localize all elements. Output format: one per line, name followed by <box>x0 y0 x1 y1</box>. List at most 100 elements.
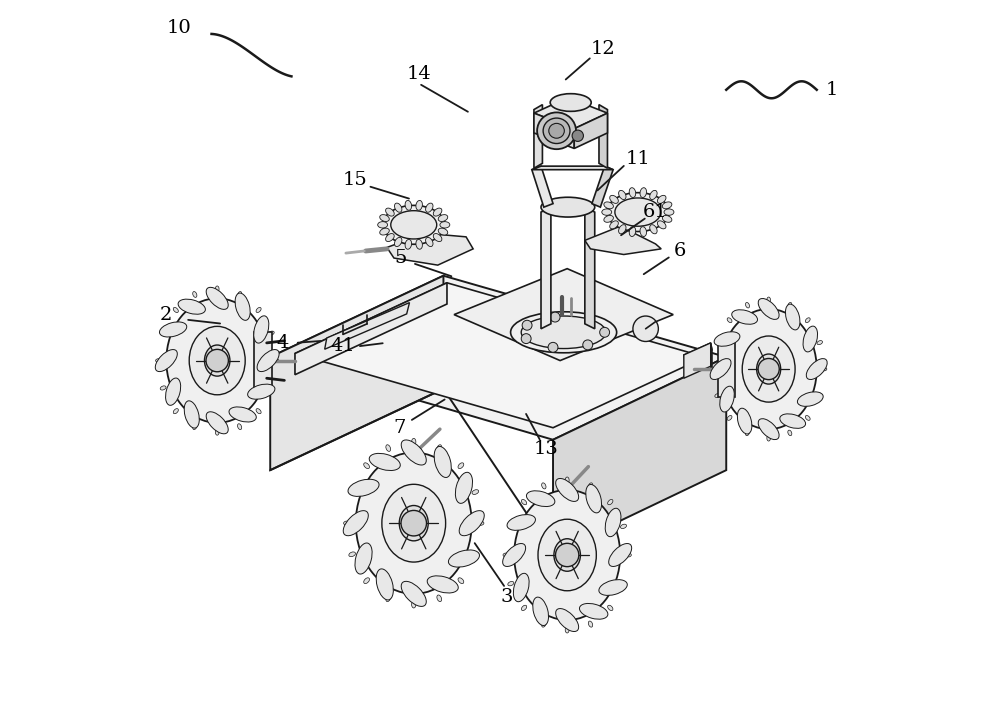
Ellipse shape <box>378 222 388 228</box>
Ellipse shape <box>348 479 379 496</box>
Polygon shape <box>534 105 542 168</box>
Ellipse shape <box>526 491 555 506</box>
Polygon shape <box>585 226 661 255</box>
Circle shape <box>584 315 594 325</box>
Ellipse shape <box>507 515 535 530</box>
Polygon shape <box>599 105 607 168</box>
Ellipse shape <box>542 483 546 489</box>
Ellipse shape <box>412 438 416 445</box>
Ellipse shape <box>541 197 595 217</box>
Ellipse shape <box>806 358 827 380</box>
Ellipse shape <box>588 621 593 627</box>
Ellipse shape <box>805 317 810 322</box>
Ellipse shape <box>513 573 529 602</box>
Ellipse shape <box>173 409 178 414</box>
Ellipse shape <box>767 436 770 441</box>
Ellipse shape <box>710 358 731 380</box>
Text: 14: 14 <box>406 65 431 83</box>
Ellipse shape <box>508 581 514 586</box>
Polygon shape <box>270 276 726 440</box>
Ellipse shape <box>364 578 369 583</box>
Ellipse shape <box>356 452 472 594</box>
Circle shape <box>401 510 427 536</box>
Ellipse shape <box>662 202 672 209</box>
Polygon shape <box>541 207 551 329</box>
Circle shape <box>522 320 532 330</box>
Ellipse shape <box>459 510 484 536</box>
Ellipse shape <box>369 453 400 471</box>
Ellipse shape <box>657 221 666 229</box>
Ellipse shape <box>521 499 527 505</box>
Ellipse shape <box>427 575 458 593</box>
Ellipse shape <box>727 416 732 421</box>
Circle shape <box>521 334 531 344</box>
Ellipse shape <box>433 233 442 242</box>
Ellipse shape <box>391 211 437 239</box>
Ellipse shape <box>715 394 720 397</box>
Ellipse shape <box>550 93 591 111</box>
Ellipse shape <box>785 304 800 330</box>
Ellipse shape <box>416 240 422 250</box>
Text: 61: 61 <box>643 203 668 221</box>
Ellipse shape <box>629 227 636 237</box>
Ellipse shape <box>215 286 219 292</box>
Ellipse shape <box>434 446 451 477</box>
Ellipse shape <box>349 490 355 494</box>
Ellipse shape <box>609 544 632 566</box>
Polygon shape <box>574 113 607 148</box>
Ellipse shape <box>579 604 608 619</box>
Polygon shape <box>711 343 712 373</box>
Ellipse shape <box>503 544 526 566</box>
Ellipse shape <box>204 345 230 376</box>
Ellipse shape <box>376 569 393 600</box>
Ellipse shape <box>438 228 448 235</box>
Ellipse shape <box>746 303 750 308</box>
Text: 6: 6 <box>674 242 686 260</box>
Ellipse shape <box>599 580 627 595</box>
Text: 11: 11 <box>625 150 650 168</box>
Ellipse shape <box>349 552 355 556</box>
Ellipse shape <box>511 312 617 353</box>
Ellipse shape <box>448 550 479 567</box>
Ellipse shape <box>380 215 389 221</box>
Ellipse shape <box>401 581 426 607</box>
Ellipse shape <box>605 508 621 537</box>
Ellipse shape <box>788 430 792 436</box>
Ellipse shape <box>173 308 178 312</box>
Ellipse shape <box>817 394 822 397</box>
Ellipse shape <box>458 463 464 469</box>
Ellipse shape <box>477 521 484 525</box>
Ellipse shape <box>206 287 228 310</box>
Ellipse shape <box>657 195 666 204</box>
Ellipse shape <box>160 331 166 335</box>
Polygon shape <box>684 343 711 378</box>
Ellipse shape <box>538 519 596 591</box>
Polygon shape <box>254 332 272 389</box>
Ellipse shape <box>664 209 674 215</box>
Ellipse shape <box>727 317 732 322</box>
Ellipse shape <box>159 322 187 337</box>
Ellipse shape <box>554 539 580 571</box>
Ellipse shape <box>533 597 549 626</box>
Polygon shape <box>454 269 673 361</box>
Ellipse shape <box>437 445 442 451</box>
Ellipse shape <box>586 484 602 513</box>
Ellipse shape <box>215 429 219 436</box>
Ellipse shape <box>426 203 433 212</box>
Circle shape <box>548 342 558 352</box>
Ellipse shape <box>737 408 752 434</box>
Ellipse shape <box>732 310 758 325</box>
Ellipse shape <box>364 463 369 469</box>
Polygon shape <box>592 166 613 207</box>
Ellipse shape <box>440 222 450 228</box>
Ellipse shape <box>556 479 579 501</box>
Polygon shape <box>270 276 443 470</box>
Ellipse shape <box>399 506 428 541</box>
Ellipse shape <box>426 238 433 247</box>
Polygon shape <box>532 166 553 207</box>
Ellipse shape <box>742 336 795 402</box>
Circle shape <box>555 543 579 567</box>
Polygon shape <box>534 98 607 129</box>
Text: 15: 15 <box>343 171 367 189</box>
Polygon shape <box>553 357 726 553</box>
